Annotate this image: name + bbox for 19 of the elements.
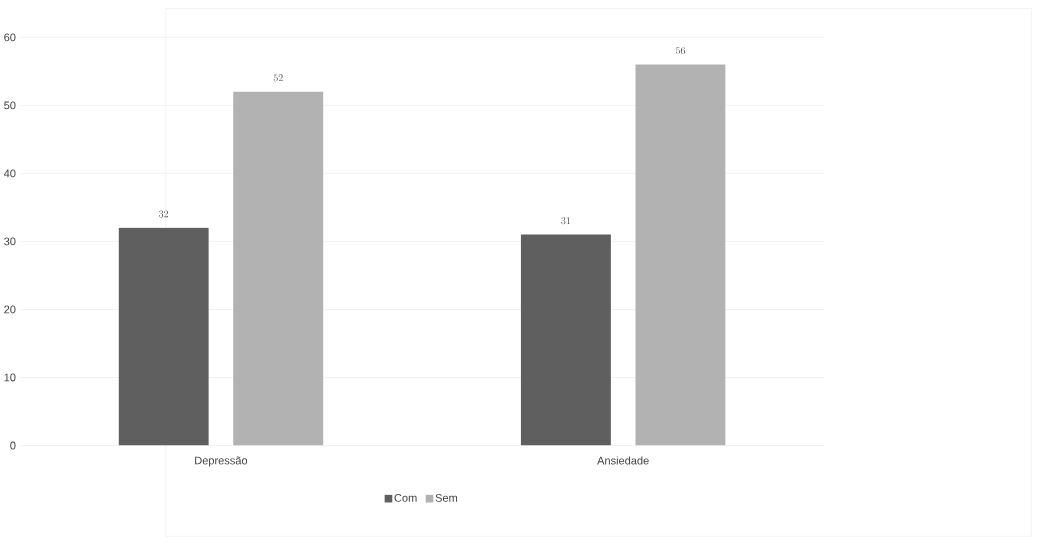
data-label: 32 bbox=[159, 210, 169, 218]
y-tick-label: 50 bbox=[4, 101, 16, 110]
y-tick-label: 0 bbox=[10, 441, 16, 450]
y-tick-label: 20 bbox=[4, 305, 16, 314]
y-tick-label: 60 bbox=[4, 33, 16, 42]
data-label: 31 bbox=[561, 217, 571, 225]
y-tick-label: 30 bbox=[4, 237, 16, 246]
bar bbox=[233, 91, 324, 446]
bar bbox=[520, 234, 611, 446]
x-tick-label: Depressão bbox=[195, 456, 248, 467]
bar bbox=[118, 227, 209, 446]
y-tick-label: 10 bbox=[4, 373, 16, 382]
data-label: 52 bbox=[273, 74, 283, 82]
legend-label: Sem bbox=[435, 494, 458, 502]
legend-label: Com bbox=[394, 494, 417, 502]
bar bbox=[635, 64, 726, 446]
y-tick-label: 40 bbox=[3, 169, 16, 178]
data-label: 56 bbox=[675, 47, 686, 55]
x-tick-label: Ansiedade bbox=[597, 456, 649, 465]
